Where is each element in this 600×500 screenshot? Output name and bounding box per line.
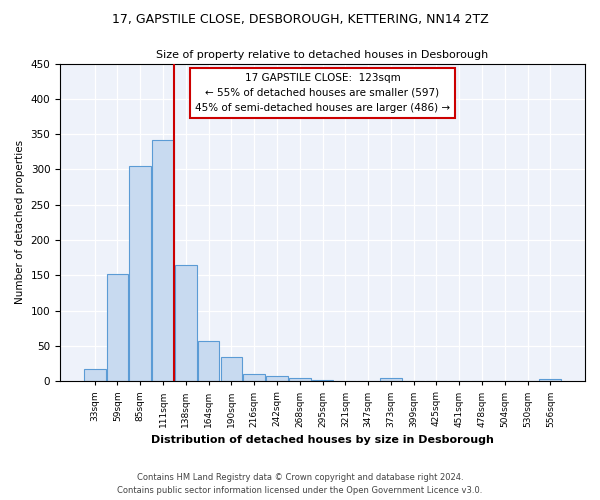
Text: Contains HM Land Registry data © Crown copyright and database right 2024.
Contai: Contains HM Land Registry data © Crown c… <box>118 474 482 495</box>
Title: Size of property relative to detached houses in Desborough: Size of property relative to detached ho… <box>157 50 488 60</box>
Y-axis label: Number of detached properties: Number of detached properties <box>15 140 25 304</box>
Bar <box>289 378 311 382</box>
Text: 17 GAPSTILE CLOSE:  123sqm
← 55% of detached houses are smaller (597)
45% of sem: 17 GAPSTILE CLOSE: 123sqm ← 55% of detac… <box>195 73 450 112</box>
Bar <box>152 140 174 382</box>
X-axis label: Distribution of detached houses by size in Desborough: Distribution of detached houses by size … <box>151 435 494 445</box>
Bar <box>266 376 288 382</box>
Bar <box>311 380 334 382</box>
Bar <box>130 166 151 382</box>
Bar <box>84 370 106 382</box>
Text: 17, GAPSTILE CLOSE, DESBOROUGH, KETTERING, NN14 2TZ: 17, GAPSTILE CLOSE, DESBOROUGH, KETTERIN… <box>112 12 488 26</box>
Bar <box>107 274 128 382</box>
Bar <box>380 378 401 382</box>
Bar <box>198 341 220 382</box>
Bar <box>221 356 242 382</box>
Bar <box>175 265 197 382</box>
Bar <box>539 379 561 382</box>
Bar <box>244 374 265 382</box>
